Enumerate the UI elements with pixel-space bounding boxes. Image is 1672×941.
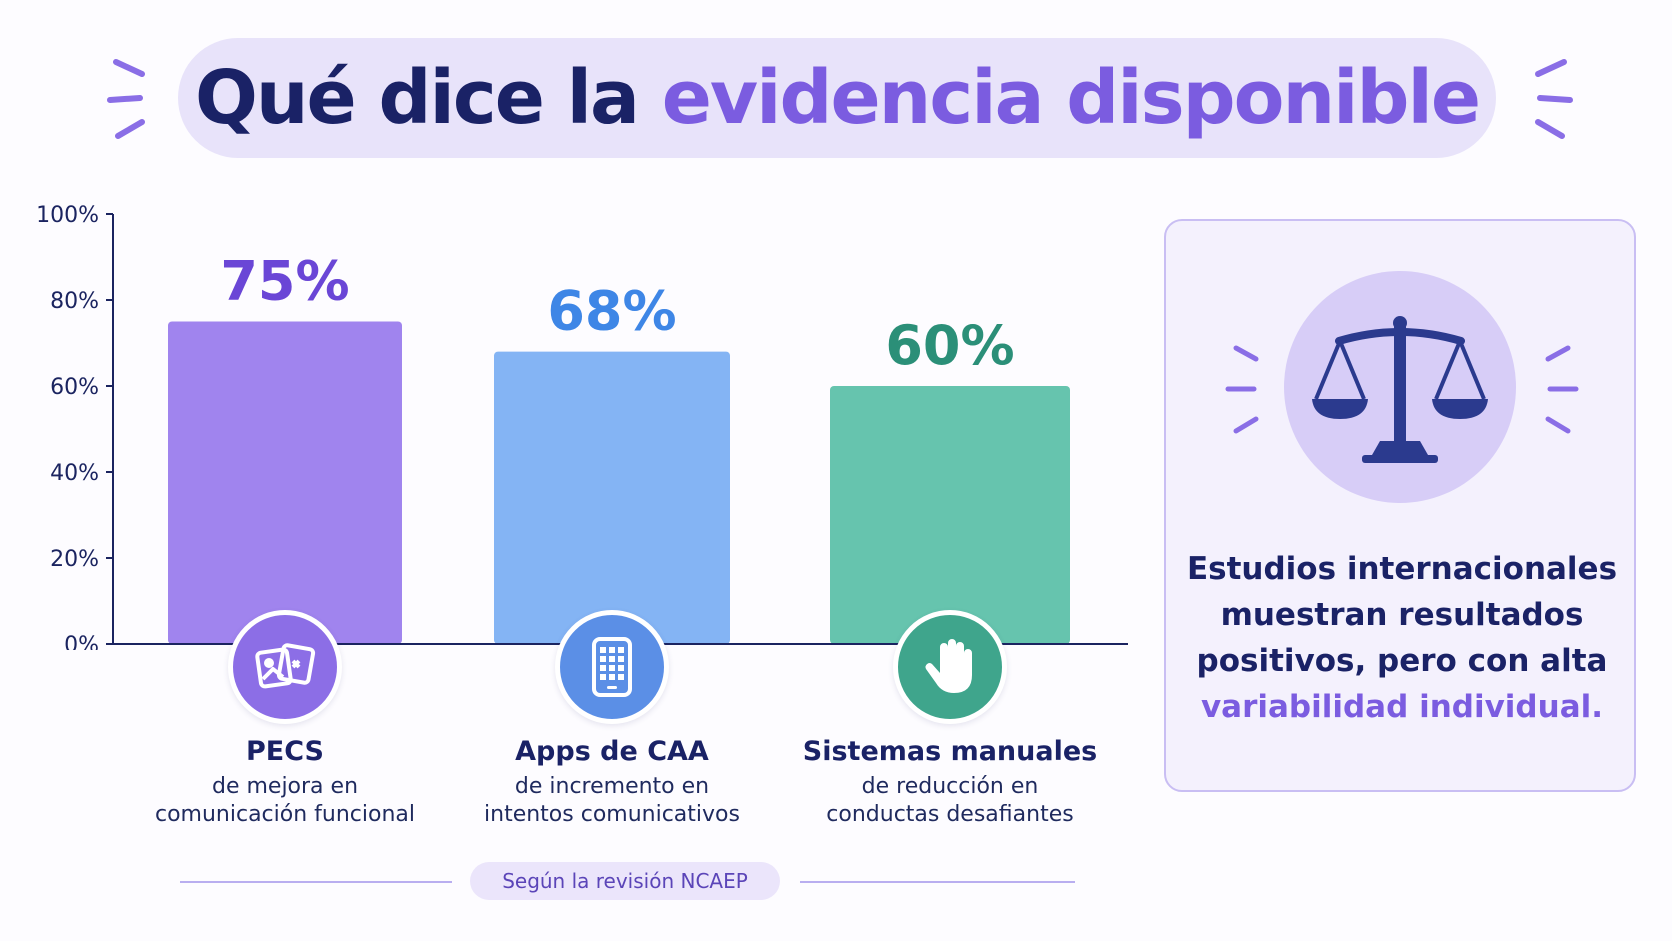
- category-desc-line-2: intentos comunicativos: [484, 802, 740, 827]
- tablet-icon: [555, 610, 669, 724]
- source-line-right: [800, 881, 1075, 883]
- title-banner: Qué dice la evidencia disponible: [178, 38, 1496, 158]
- photo-cards-icon: [228, 610, 342, 724]
- card-text-main: Estudios internacionales muestran result…: [1186, 551, 1618, 679]
- bar-1: [168, 321, 402, 644]
- category-block: Apps de CAA de incremento en intentos comu…: [452, 610, 772, 829]
- y-tick-label: 0%: [64, 633, 99, 650]
- bar-2: [494, 351, 730, 644]
- source-badge: Según la revisión NCAEP: [470, 862, 780, 900]
- hand-icon: [893, 610, 1007, 724]
- category-desc-line-2: comunicación funcional: [154, 802, 415, 827]
- category-name: PECS: [246, 736, 324, 767]
- title-part-2: evidencia disponible: [661, 55, 1481, 141]
- source-line-left: [180, 881, 452, 883]
- card-text-highlight: variabilidad individual.: [1200, 689, 1604, 725]
- title-part-1: Qué dice la: [194, 55, 640, 141]
- category-desc-line-1: de reducción en: [861, 774, 1039, 799]
- bar-chart: 0% 20% 40% 60% 80% 100% 75% 68% 60%: [36, 203, 1128, 650]
- bar-3: [830, 386, 1070, 644]
- right-rays-decoration: [1535, 59, 1573, 139]
- y-tick-label: 100%: [36, 203, 99, 228]
- category-desc-line-2: conductas desafiantes: [826, 802, 1074, 827]
- card-text: Estudios internacionales muestran result…: [1186, 546, 1618, 730]
- bar-value-label-3: 60%: [885, 314, 1014, 377]
- category-desc-line-1: de mejora en: [211, 774, 359, 799]
- left-rays-decoration: [107, 59, 145, 139]
- source-row: Según la revisión NCAEP: [180, 862, 1075, 900]
- evidence-card: Estudios internacionales muestran result…: [1164, 219, 1636, 792]
- bar-value-label-2: 68%: [547, 280, 676, 343]
- y-tick-label: 80%: [50, 289, 99, 314]
- card-rays-decoration: [1225, 345, 1579, 434]
- y-tick-label: 60%: [50, 375, 99, 400]
- category-name: Sistemas manuales: [802, 736, 1098, 767]
- bar-value-label-1: 75%: [220, 250, 349, 313]
- category-block: PECS de mejora en comunicación funcional: [125, 610, 445, 829]
- scales-icon: [1312, 316, 1488, 463]
- category-desc-line-1: de incremento en: [514, 774, 710, 799]
- y-tick-label: 40%: [50, 461, 99, 486]
- y-tick-label: 20%: [50, 547, 99, 572]
- page-title: Qué dice la evidencia disponible: [194, 55, 1481, 141]
- category-block: Sistemas manuales de reducción en conducta…: [790, 610, 1110, 829]
- category-name: Apps de CAA: [515, 736, 709, 767]
- scales-circle: [1284, 271, 1516, 503]
